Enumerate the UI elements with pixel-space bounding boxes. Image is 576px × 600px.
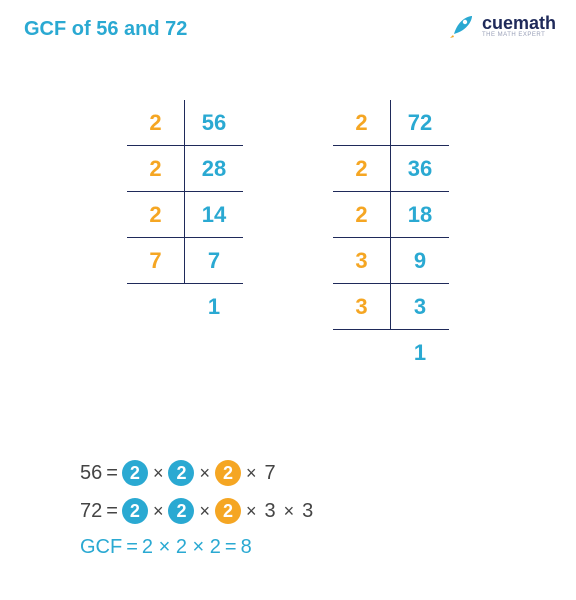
multiply-sign: × bbox=[152, 501, 165, 522]
table-56: 256228214771 bbox=[127, 100, 243, 376]
multiply-sign: × bbox=[152, 463, 165, 484]
quotient-cell: 1 bbox=[391, 330, 449, 376]
equation-gcf: GCF = 2 × 2 × 2 = 8 bbox=[80, 536, 252, 559]
factor: 2 bbox=[122, 460, 148, 486]
quotient-cell: 7 bbox=[185, 238, 243, 284]
table-72: 27223621839331 bbox=[333, 100, 449, 376]
table-row: 228 bbox=[127, 146, 243, 192]
multiply-sign: × bbox=[245, 501, 258, 522]
divisor-cell: 2 bbox=[127, 100, 185, 146]
table-row: 33 bbox=[333, 284, 449, 330]
gcf-expression: 2 × 2 × 2 bbox=[142, 536, 221, 559]
eq-lhs: 72 bbox=[80, 500, 102, 523]
multiply-sign: × bbox=[198, 463, 211, 484]
divisor-cell bbox=[127, 284, 185, 330]
brand-tagline: THE MATH EXPERT bbox=[482, 32, 556, 38]
page-title: GCF of 56 and 72 bbox=[24, 18, 187, 41]
eq-lhs: 56 bbox=[80, 462, 102, 485]
quotient-cell: 72 bbox=[391, 100, 449, 146]
multiply-sign: × bbox=[198, 501, 211, 522]
factor: 2 bbox=[215, 460, 241, 486]
quotient-cell: 36 bbox=[391, 146, 449, 192]
equation-72: 72 =2×2×2×3×3 bbox=[80, 498, 316, 524]
brand-name: cuemath bbox=[482, 14, 556, 32]
table-row: 272 bbox=[333, 100, 449, 146]
equation-56: 56 =2×2×2×7 bbox=[80, 460, 279, 486]
table-row: 77 bbox=[127, 238, 243, 284]
equals-sign: = bbox=[225, 536, 237, 559]
equals-sign: = bbox=[106, 500, 118, 523]
quotient-cell: 56 bbox=[185, 100, 243, 146]
divisor-cell: 3 bbox=[333, 238, 391, 284]
table-row: 1 bbox=[127, 284, 243, 330]
table-row: 39 bbox=[333, 238, 449, 284]
divisor-cell: 2 bbox=[333, 192, 391, 238]
factor: 7 bbox=[261, 462, 278, 485]
quotient-cell: 18 bbox=[391, 192, 449, 238]
divisor-cell: 7 bbox=[127, 238, 185, 284]
divisor-cell bbox=[333, 330, 391, 376]
table-row: 1 bbox=[333, 330, 449, 376]
table-row: 256 bbox=[127, 100, 243, 146]
divisor-cell: 2 bbox=[333, 146, 391, 192]
equals-sign: = bbox=[106, 462, 118, 485]
factorization-tables: 256228214771 27223621839331 bbox=[0, 100, 576, 376]
quotient-cell: 14 bbox=[185, 192, 243, 238]
brand-logo: cuemath THE MATH EXPERT bbox=[448, 12, 556, 40]
equals-sign: = bbox=[126, 536, 138, 559]
factor: 3 bbox=[299, 500, 316, 523]
multiply-sign: × bbox=[283, 501, 296, 522]
divisor-cell: 2 bbox=[333, 100, 391, 146]
factor: 3 bbox=[261, 500, 278, 523]
factor: 2 bbox=[168, 498, 194, 524]
gcf-result: 8 bbox=[241, 536, 252, 559]
table-row: 214 bbox=[127, 192, 243, 238]
multiply-sign: × bbox=[245, 463, 258, 484]
rocket-icon bbox=[448, 12, 476, 40]
gcf-label: GCF bbox=[80, 536, 122, 559]
factor: 2 bbox=[215, 498, 241, 524]
table-row: 236 bbox=[333, 146, 449, 192]
quotient-cell: 28 bbox=[185, 146, 243, 192]
factor: 2 bbox=[168, 460, 194, 486]
quotient-cell: 1 bbox=[185, 284, 243, 330]
divisor-cell: 2 bbox=[127, 192, 185, 238]
quotient-cell: 3 bbox=[391, 284, 449, 330]
divisor-cell: 2 bbox=[127, 146, 185, 192]
quotient-cell: 9 bbox=[391, 238, 449, 284]
table-row: 218 bbox=[333, 192, 449, 238]
divisor-cell: 3 bbox=[333, 284, 391, 330]
factor: 2 bbox=[122, 498, 148, 524]
